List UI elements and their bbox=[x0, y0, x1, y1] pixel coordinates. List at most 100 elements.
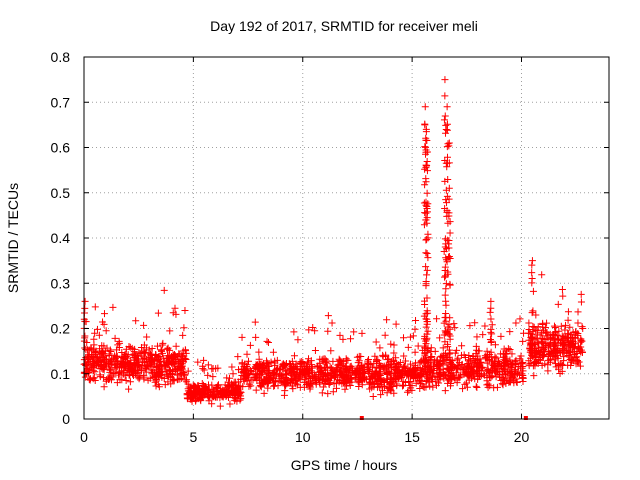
data-point bbox=[323, 357, 331, 365]
data-point bbox=[155, 383, 163, 391]
data-point bbox=[436, 334, 444, 342]
data-point bbox=[398, 373, 406, 381]
data-point bbox=[390, 357, 398, 365]
data-point bbox=[96, 345, 104, 353]
data-point bbox=[488, 357, 496, 365]
data-point bbox=[554, 300, 562, 308]
data-point bbox=[100, 310, 108, 318]
data-point bbox=[137, 343, 145, 351]
data-point bbox=[532, 357, 540, 365]
data-point bbox=[441, 243, 449, 251]
data-point bbox=[423, 294, 431, 302]
data-point bbox=[187, 391, 195, 399]
data-point bbox=[443, 126, 451, 134]
data-point bbox=[387, 364, 395, 372]
data-point bbox=[443, 103, 451, 111]
data-point bbox=[81, 332, 89, 340]
data-point bbox=[445, 330, 453, 338]
data-point bbox=[433, 361, 441, 369]
data-point bbox=[577, 298, 585, 306]
data-point bbox=[303, 359, 311, 367]
data-point bbox=[311, 346, 319, 354]
data-point bbox=[165, 366, 173, 374]
data-point bbox=[199, 365, 207, 373]
data-point bbox=[429, 369, 437, 377]
data-point bbox=[568, 355, 576, 363]
data-point bbox=[422, 209, 430, 217]
data-point bbox=[442, 327, 450, 335]
data-point bbox=[469, 352, 477, 360]
data-point bbox=[194, 358, 202, 366]
data-point bbox=[535, 343, 543, 351]
data-point bbox=[432, 381, 440, 389]
data-point bbox=[169, 309, 177, 317]
data-point bbox=[251, 318, 259, 326]
data-point bbox=[424, 309, 432, 317]
data-point bbox=[91, 303, 99, 311]
data-point bbox=[492, 354, 500, 362]
data-point bbox=[126, 378, 134, 386]
data-point bbox=[143, 333, 151, 341]
data-point bbox=[453, 379, 461, 387]
data-point bbox=[528, 309, 536, 317]
data-point bbox=[551, 332, 559, 340]
data-point bbox=[442, 280, 450, 288]
data-point bbox=[424, 344, 432, 352]
data-point bbox=[377, 391, 385, 399]
data-point bbox=[347, 371, 355, 379]
data-point bbox=[158, 341, 166, 349]
data-point bbox=[463, 369, 471, 377]
data-point bbox=[361, 369, 369, 377]
data-point bbox=[532, 327, 540, 335]
data-point bbox=[122, 377, 130, 385]
data-point bbox=[81, 360, 89, 368]
data-point bbox=[255, 355, 263, 363]
data-point bbox=[329, 388, 337, 396]
data-point bbox=[564, 361, 572, 369]
data-point bbox=[358, 329, 366, 337]
data-point bbox=[446, 281, 454, 289]
data-point bbox=[487, 339, 495, 347]
data-point bbox=[177, 362, 185, 370]
data-point bbox=[226, 400, 234, 408]
data-point bbox=[375, 383, 383, 391]
data-point bbox=[166, 327, 174, 335]
data-point bbox=[98, 364, 106, 372]
data-point bbox=[335, 360, 343, 368]
data-point bbox=[223, 384, 231, 392]
data-point bbox=[578, 348, 586, 356]
data-point bbox=[390, 349, 398, 357]
data-point bbox=[200, 366, 208, 374]
data-point bbox=[528, 330, 536, 338]
data-point bbox=[247, 382, 255, 390]
data-point bbox=[423, 205, 431, 213]
data-point bbox=[471, 319, 479, 327]
data-point bbox=[571, 331, 579, 339]
data-point bbox=[463, 383, 471, 391]
data-point bbox=[562, 347, 570, 355]
data-point bbox=[115, 339, 123, 347]
data-point bbox=[219, 392, 227, 400]
data-point bbox=[512, 369, 520, 377]
data-point bbox=[530, 372, 538, 380]
data-point bbox=[424, 254, 432, 262]
data-point bbox=[292, 370, 300, 378]
data-point bbox=[120, 363, 128, 371]
data-point bbox=[528, 339, 536, 347]
data-point bbox=[441, 112, 449, 120]
data-point bbox=[437, 373, 445, 381]
data-point bbox=[179, 352, 187, 360]
data-point bbox=[153, 342, 161, 350]
data-point bbox=[408, 368, 416, 376]
data-point bbox=[192, 383, 200, 391]
data-point bbox=[472, 362, 480, 370]
data-point bbox=[263, 337, 271, 345]
data-point bbox=[368, 372, 376, 380]
data-point bbox=[180, 324, 188, 332]
data-point bbox=[445, 350, 453, 358]
data-point bbox=[328, 319, 336, 327]
data-point bbox=[234, 353, 242, 361]
data-point bbox=[404, 388, 412, 396]
data-point bbox=[446, 332, 454, 340]
data-point bbox=[330, 367, 338, 375]
